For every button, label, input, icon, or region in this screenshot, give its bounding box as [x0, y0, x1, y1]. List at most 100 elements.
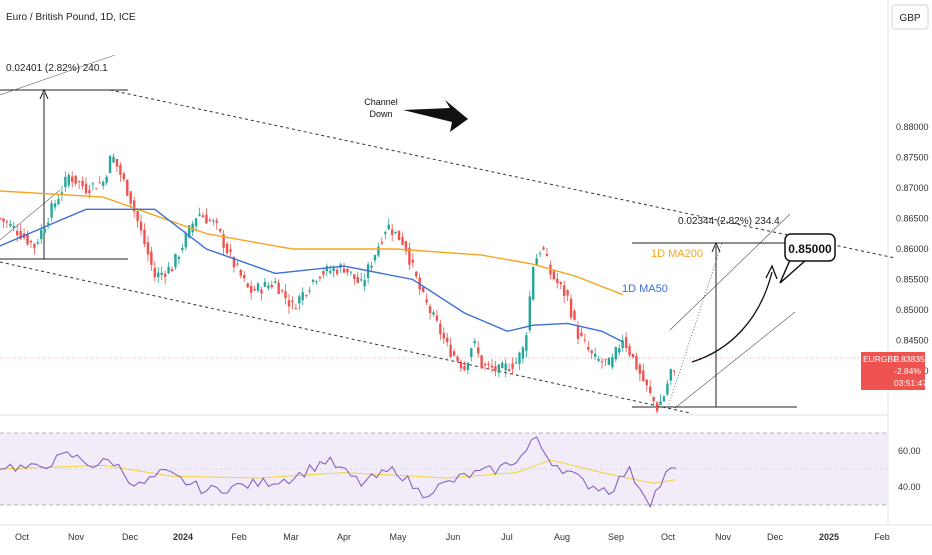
- candle-body: [645, 379, 648, 386]
- candle-body: [342, 268, 346, 273]
- candle-body: [466, 362, 470, 371]
- target-label: 0.85000: [788, 242, 832, 256]
- candle-body: [260, 289, 263, 294]
- time-tick-label: 2024: [173, 532, 193, 542]
- candle-body: [446, 337, 449, 343]
- candle-body: [150, 251, 153, 265]
- time-tick-label: Oct: [661, 532, 676, 542]
- time-tick-label: May: [389, 532, 407, 542]
- candle-body: [46, 222, 50, 225]
- candle-body: [287, 300, 291, 307]
- candle-body: [532, 267, 535, 300]
- candle-body: [435, 315, 439, 321]
- candle-body: [442, 333, 445, 339]
- candle-body: [373, 255, 377, 261]
- projection-arrowhead: [765, 264, 778, 280]
- candle-body: [308, 290, 311, 292]
- candle-body: [36, 242, 40, 244]
- price-tick-label: 0.85500: [896, 275, 929, 285]
- candle-body: [673, 370, 676, 372]
- price-axis[interactable]: 0.840000.845000.850000.855000.860000.865…: [896, 122, 929, 376]
- candle-body: [315, 281, 318, 283]
- candle-body: [67, 175, 71, 186]
- candle-body: [590, 350, 593, 354]
- candle-body: [184, 233, 187, 248]
- candle-body: [415, 271, 418, 277]
- candle-body: [648, 386, 652, 393]
- candle-body: [346, 268, 349, 273]
- candle-body: [638, 364, 642, 374]
- candle-body: [191, 223, 194, 233]
- candle-body: [593, 353, 597, 357]
- time-tick-label: Sep: [608, 532, 624, 542]
- price-tick-label: 0.86000: [896, 244, 929, 254]
- time-tick-label: Dec: [122, 532, 139, 542]
- time-tick-label: Feb: [874, 532, 890, 542]
- time-tick-label: 2025: [819, 532, 839, 542]
- candle-body: [325, 266, 329, 272]
- candle-body: [77, 181, 81, 183]
- candle-body: [232, 257, 236, 268]
- price-label-box: [861, 352, 925, 390]
- candle-body: [88, 190, 91, 194]
- candle-body: [566, 290, 569, 296]
- candle-body: [318, 276, 322, 279]
- channel-arrow: [403, 100, 468, 132]
- right-channel-line-2: [674, 311, 796, 409]
- candle-body: [236, 263, 239, 265]
- left-channel-line-1: [0, 54, 116, 96]
- time-tick-label: Oct: [15, 532, 30, 542]
- candle-body: [84, 183, 88, 194]
- candle-body: [229, 249, 232, 252]
- candle-body: [16, 231, 19, 236]
- candle-body: [218, 228, 222, 232]
- candle-body: [115, 158, 119, 167]
- candle-body: [256, 283, 260, 291]
- candle-body: [208, 219, 212, 221]
- candle-body: [153, 268, 157, 278]
- candle-body: [511, 363, 514, 369]
- currency-box[interactable]: [891, 4, 929, 30]
- candle-body: [163, 273, 167, 277]
- candle-body: [201, 215, 205, 218]
- candle-body: [439, 323, 442, 335]
- candle-body: [167, 266, 170, 274]
- candle-body: [274, 281, 277, 283]
- candle-body: [174, 253, 177, 268]
- candle-body: [518, 352, 521, 364]
- candle-body: [538, 253, 542, 255]
- right-measure-label: 0.02344 (2.82%) 234.4: [678, 216, 780, 227]
- candle-body: [222, 234, 225, 248]
- candle-body: [545, 253, 549, 257]
- left-measure-arrowhead: [39, 88, 49, 100]
- candle-body: [425, 299, 428, 303]
- candle-body: [542, 247, 545, 250]
- candle-body: [470, 348, 473, 357]
- target-callout-pointer: [779, 259, 807, 284]
- candle-body: [507, 369, 511, 371]
- candle-body: [556, 278, 559, 284]
- candle-body: [604, 359, 607, 361]
- time-axis[interactable]: Oct Nov Dec 2024 Feb Mar Apr May Jun Jul Aug Sep Oct…: [15, 532, 890, 542]
- candle-body: [53, 203, 57, 208]
- candle-body: [614, 347, 617, 360]
- time-tick-label: Mar: [283, 532, 299, 542]
- rsi-axis[interactable]: 40.00 60.00: [898, 446, 921, 492]
- candle-body: [483, 363, 487, 365]
- candle-body: [0, 218, 2, 220]
- candle-body: [669, 369, 673, 381]
- candle-body: [476, 347, 480, 354]
- chart-title: Euro / British Pound, 1D, ICE: [6, 12, 136, 23]
- candle-body: [64, 176, 67, 188]
- candle-body: [377, 246, 380, 256]
- candle-body: [525, 335, 528, 351]
- candle-body: [569, 298, 573, 318]
- candle-body: [501, 362, 504, 369]
- candle-body: [487, 363, 490, 365]
- time-tick-label: Apr: [337, 532, 351, 542]
- candle-body: [387, 224, 390, 230]
- candle-body: [452, 351, 456, 356]
- candle-body: [497, 364, 501, 373]
- candle-body: [580, 332, 583, 336]
